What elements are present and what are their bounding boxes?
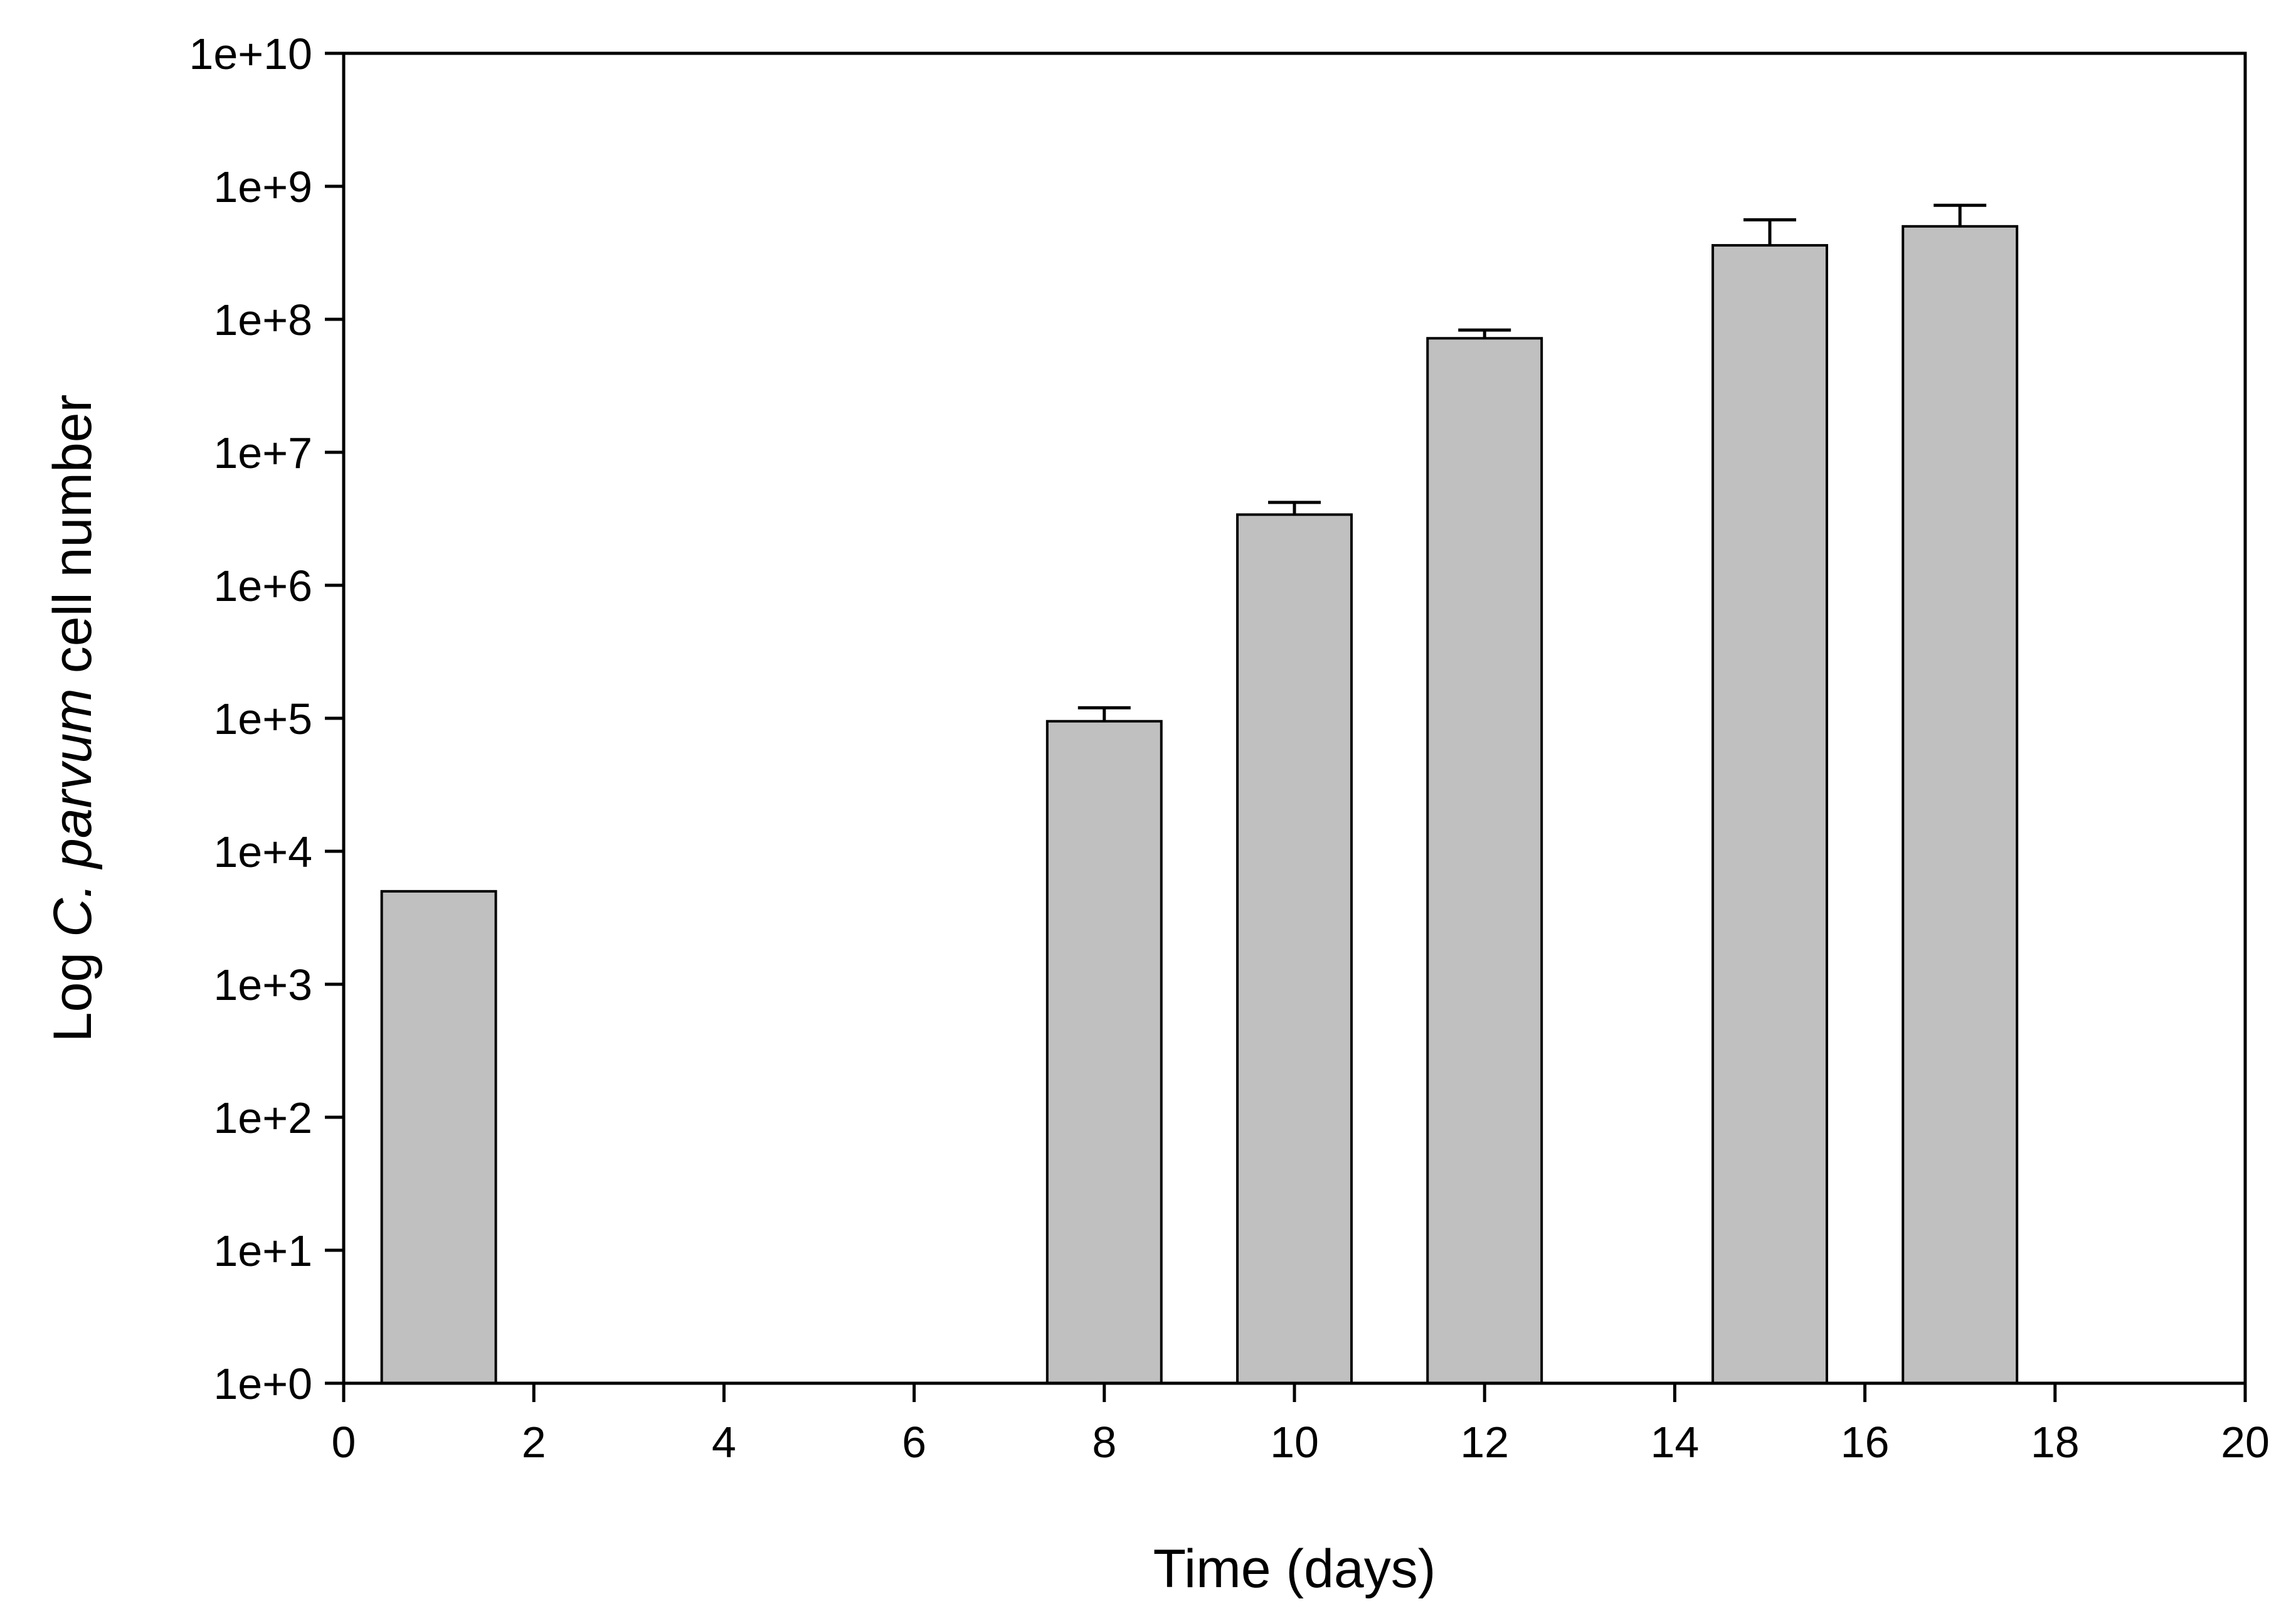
x-tick-label-0: 0	[332, 1418, 356, 1467]
y-tick-label-8: 1e+8	[213, 295, 312, 344]
y-tick-label-4: 1e+4	[213, 827, 312, 876]
x-tick-label-16: 16	[1841, 1418, 1890, 1467]
y-tick-label-3: 1e+3	[213, 960, 312, 1009]
bar-day-17	[1902, 225, 2019, 1384]
y-axis-title-italic: C. parvum	[43, 688, 103, 937]
y-tick-label-2: 1e+2	[213, 1093, 312, 1142]
y-tick-label-10: 1e+10	[189, 29, 312, 78]
x-tick-label-2: 2	[522, 1418, 546, 1467]
x-tick-label-12: 12	[1460, 1418, 1509, 1467]
y-tick-label-6: 1e+6	[213, 561, 312, 610]
y-tick-label-1: 1e+1	[213, 1226, 312, 1275]
x-tick-label-4: 4	[712, 1418, 736, 1467]
y-axis-title-suffix: cell number	[43, 395, 103, 688]
x-tick-label-18: 18	[2031, 1418, 2080, 1467]
error-bars-layer	[1077, 203, 1987, 721]
x-axis-title: Time (days)	[1153, 1539, 1436, 1599]
y-axis-title: Log C. parvum cell number	[43, 395, 103, 1043]
y-tick-label-5: 1e+5	[213, 694, 312, 743]
x-tick-label-8: 8	[1092, 1418, 1116, 1467]
bar-day-1	[380, 890, 497, 1384]
bar-day-12	[1426, 337, 1543, 1384]
bar-day-10	[1236, 513, 1353, 1385]
y-axis: 1e+0 1e+1 1e+2 1e+3 1e+4 1e+5 1e+6 1e+7 1e+8 1e+9…	[189, 29, 344, 1408]
y-tick-label-7: 1e+7	[213, 428, 312, 477]
bar-day-8	[1045, 720, 1163, 1384]
bar-day-15	[1711, 244, 1828, 1385]
y-tick-label-9: 1e+9	[213, 162, 312, 211]
bars-layer	[380, 225, 2019, 1385]
x-tick-label-10: 10	[1270, 1418, 1319, 1467]
x-axis: 0 2 4 6 8 10 12 14 16 18 20	[332, 1383, 2270, 1467]
x-tick-label-6: 6	[902, 1418, 926, 1467]
y-axis-title-prefix: Log	[43, 937, 103, 1042]
x-tick-label-14: 14	[1650, 1418, 1699, 1467]
y-tick-label-0: 1e+0	[213, 1359, 312, 1408]
x-tick-label-20: 20	[2221, 1418, 2270, 1467]
